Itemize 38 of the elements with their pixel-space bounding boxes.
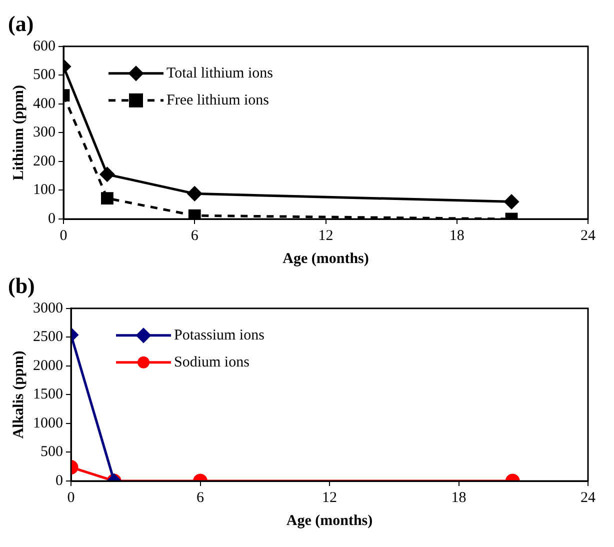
- y-tick-label: 200: [33, 153, 56, 170]
- x-tick-label: 24: [580, 228, 596, 244]
- y-tick-label: 2500: [33, 329, 63, 346]
- y-axis-title: Alkalis (ppm): [10, 350, 27, 439]
- point: [504, 194, 519, 209]
- point: [101, 192, 114, 204]
- legend-label: Free lithium ions: [166, 92, 270, 108]
- y-tick-label: 600: [33, 38, 56, 54]
- legend-label: Potassium ions: [174, 327, 265, 344]
- x-tick-label: 0: [67, 490, 75, 506]
- y-axis-title: Lithium (ppm): [10, 84, 27, 180]
- x-tick-label: 6: [190, 228, 199, 244]
- x-tick-label: 12: [322, 490, 337, 506]
- y-tick-label: 100: [33, 182, 56, 198]
- y-tick-label: 300: [33, 124, 56, 141]
- x-axis-title: Age (months): [286, 512, 373, 529]
- y-tick-label: 500: [33, 67, 56, 84]
- y-tick-label: 1500: [33, 386, 63, 403]
- y-tick-label: 3000: [33, 300, 63, 316]
- y-tick-label: 500: [40, 444, 63, 460]
- y-tick-label: 1000: [33, 415, 63, 432]
- x-tick-label: 24: [580, 490, 596, 506]
- legend-label: Total lithium ions: [166, 65, 274, 82]
- y-tick-label: 400: [33, 96, 56, 112]
- x-tick-label: 18: [451, 490, 466, 506]
- chart-title: (b): [8, 272, 35, 298]
- x-tick-label: 12: [318, 228, 334, 244]
- y-tick-label: 2000: [33, 358, 63, 374]
- x-tick-label: 6: [196, 490, 204, 506]
- chart-title: (a): [8, 10, 34, 36]
- x-axis-title: Age (months): [282, 250, 369, 267]
- y-tick-label: 0: [56, 472, 63, 489]
- point: [100, 167, 114, 182]
- legend-label: Sodium ions: [174, 354, 250, 370]
- point: [187, 186, 202, 201]
- x-tick-label: 18: [449, 228, 464, 244]
- point: [188, 209, 201, 219]
- y-tick-label: 0: [48, 210, 56, 227]
